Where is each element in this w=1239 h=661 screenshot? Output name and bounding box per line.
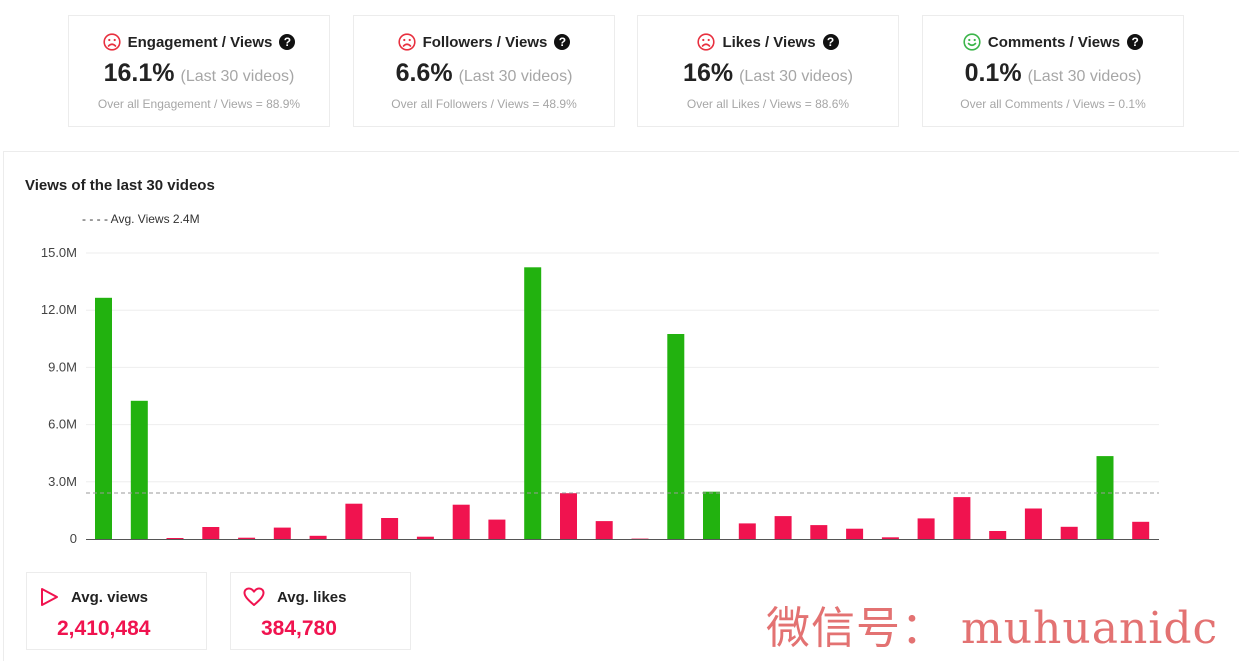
metric-value: 0.1% [964, 59, 1022, 87]
metric-note: Over all Followers / Views = 48.9% [391, 97, 577, 111]
metric-title: Engagement / Views [127, 33, 273, 51]
video-views-bar[interactable] [738, 523, 756, 539]
metric-title: Followers / Views [422, 33, 548, 51]
video-views-bar[interactable] [917, 518, 935, 539]
help-icon[interactable]: ? [1127, 34, 1144, 50]
avg-views-card: Avg. views 2,410,484 [26, 572, 207, 650]
avg-views-legend: - - - - Avg. Views 2.4M [82, 212, 200, 226]
video-views-bar[interactable] [95, 297, 112, 539]
video-views-bar[interactable] [452, 504, 470, 539]
metric-value: 6.6% [395, 59, 453, 87]
watermark-text: 微信号： muhuanidc [766, 603, 1219, 654]
video-views-bar[interactable] [130, 400, 148, 539]
metric-period: (Last 30 videos) [739, 68, 853, 85]
video-views-bar[interactable] [166, 538, 184, 539]
help-icon[interactable]: ? [554, 34, 571, 50]
video-views-bar[interactable] [1060, 526, 1078, 539]
sad-face-icon [103, 33, 121, 51]
metric-note: Over all Likes / Views = 88.6% [686, 97, 850, 111]
video-views-bar[interactable] [1132, 521, 1150, 539]
video-views-bar[interactable] [416, 536, 434, 539]
video-views-bar[interactable] [309, 535, 327, 539]
video-views-bar[interactable] [810, 525, 828, 539]
video-views-bar[interactable] [1096, 456, 1114, 539]
metric-value: 16% [683, 59, 734, 87]
sad-face-icon [398, 33, 416, 51]
video-views-bar[interactable] [488, 519, 506, 539]
metric-title: Likes / Views [722, 33, 816, 51]
video-views-bar[interactable] [989, 531, 1007, 539]
play-icon [41, 588, 58, 606]
metric-card-comments: Comments / Views ? 0.1% (Last 30 videos)… [922, 15, 1184, 127]
metric-period: (Last 30 videos) [180, 68, 295, 85]
video-views-bar[interactable] [703, 491, 720, 539]
y-tick-label: 12.0M [41, 302, 77, 317]
metric-card-engagement: Engagement / Views ? 16.1% (Last 30 vide… [68, 15, 330, 127]
video-views-bar[interactable] [381, 518, 399, 539]
avg-likes-card: Avg. likes 384,780 [230, 572, 411, 650]
metric-value: 16.1% [103, 59, 175, 87]
sad-face-icon [697, 33, 716, 51]
y-tick-label: 0 [70, 531, 77, 546]
avg-likes-value: 384,780 [261, 617, 337, 640]
metric-period: (Last 30 videos) [458, 68, 573, 85]
chart-panel [3, 151, 1239, 661]
help-icon[interactable]: ? [822, 34, 839, 50]
metric-period: (Last 30 videos) [1027, 68, 1142, 85]
video-views-bar[interactable] [238, 537, 256, 539]
video-views-bar[interactable] [1024, 508, 1042, 540]
video-views-bar[interactable] [345, 503, 363, 539]
metric-card-followers: Followers / Views ? 6.6% (Last 30 videos… [353, 15, 615, 127]
avg-views-value: 2,410,484 [57, 617, 151, 640]
views-bar-chart: 0 3.0M 6.0M 9.0M 12.0M 15.0M [41, 245, 1159, 546]
y-tick-label: 3.0M [48, 474, 77, 489]
metric-note: Over all Engagement / Views = 88.9% [97, 97, 301, 111]
avg-likes-label: Avg. likes [277, 588, 347, 606]
video-views-bar[interactable] [273, 527, 291, 539]
video-views-bar[interactable] [595, 521, 613, 539]
y-tick-label: 15.0M [41, 245, 77, 260]
video-views-bar[interactable] [667, 334, 685, 539]
video-views-bar[interactable] [560, 493, 577, 539]
video-views-bar[interactable] [774, 516, 792, 539]
video-views-bar[interactable] [846, 528, 864, 539]
video-views-bar[interactable] [202, 527, 220, 539]
metric-note: Over all Comments / Views = 0.1% [960, 97, 1146, 111]
happy-face-icon [963, 33, 981, 51]
video-views-bar[interactable] [953, 497, 971, 539]
video-views-bar[interactable] [881, 537, 899, 539]
help-icon[interactable]: ? [279, 34, 296, 50]
metric-title: Comments / Views [987, 33, 1121, 51]
y-tick-label: 6.0M [48, 417, 77, 432]
y-tick-label: 9.0M [48, 359, 77, 374]
chart-title: Views of the last 30 videos [25, 177, 215, 194]
video-views-bar[interactable] [524, 267, 542, 539]
metric-card-likes: Likes / Views ? 16% (Last 30 videos) Ove… [637, 15, 899, 127]
avg-views-label: Avg. views [71, 588, 148, 606]
heart-icon [243, 587, 265, 606]
